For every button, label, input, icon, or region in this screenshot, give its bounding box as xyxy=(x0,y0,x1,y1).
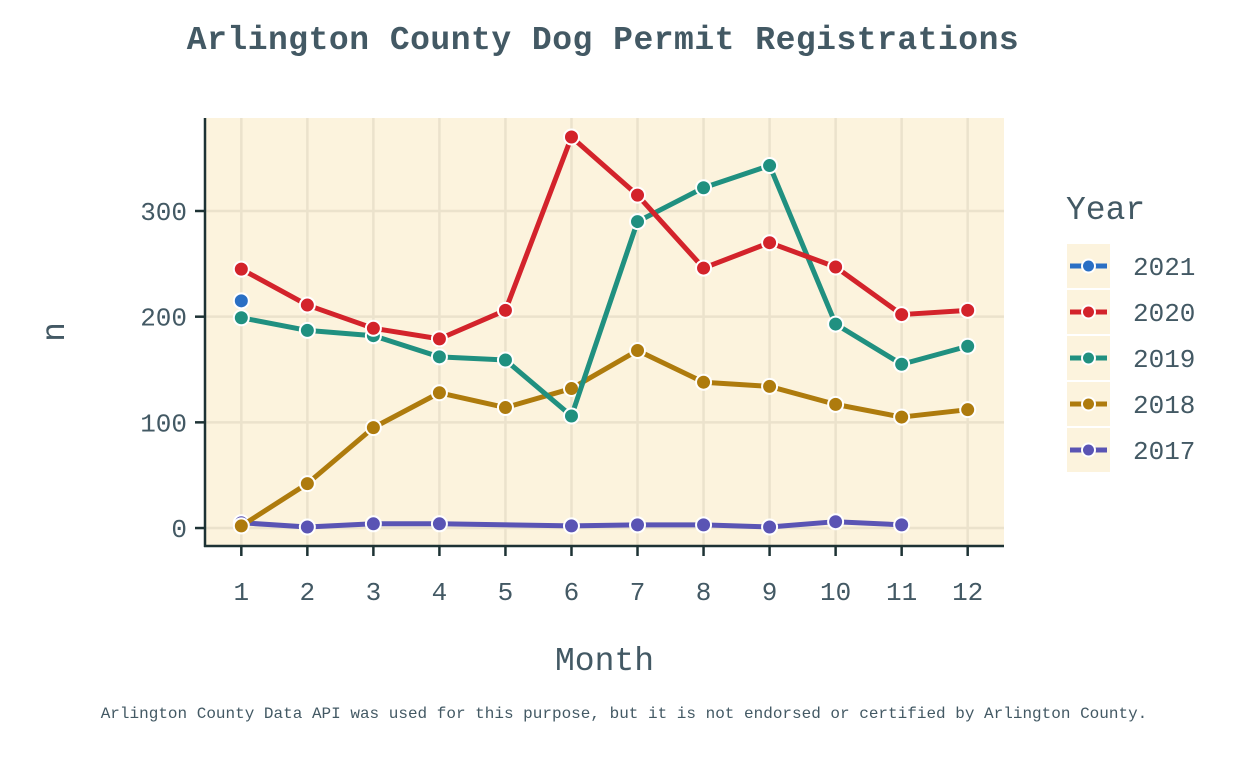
x-tick-label: 9 xyxy=(762,578,778,608)
x-tick-label: 6 xyxy=(564,578,580,608)
series-2019 xyxy=(232,157,977,425)
legend-label: 2018 xyxy=(1133,391,1195,421)
legend-key-point xyxy=(1081,442,1096,458)
legend-label: 2019 xyxy=(1133,345,1195,375)
data-point-2018 xyxy=(827,395,845,413)
data-point-2020 xyxy=(959,301,977,319)
data-point-2020 xyxy=(364,319,382,337)
data-point-2019 xyxy=(430,348,448,366)
legend-label: 2020 xyxy=(1133,299,1195,329)
x-tick-label: 8 xyxy=(696,578,712,608)
x-axis-label: Month xyxy=(555,643,654,680)
data-point-2020 xyxy=(562,128,580,146)
data-point-2018 xyxy=(959,401,977,419)
legend-key-point xyxy=(1081,258,1096,274)
legend-item-2017: 2017 xyxy=(1067,428,1195,472)
y-tick-label: 200 xyxy=(140,304,187,334)
data-point-2020 xyxy=(298,296,316,314)
series-line-2017 xyxy=(238,519,905,530)
data-point-2019 xyxy=(232,309,250,327)
data-point-2018 xyxy=(232,517,250,535)
data-point-2017 xyxy=(893,516,911,534)
series-line-2018 xyxy=(238,347,971,529)
legend-item-2019: 2019 xyxy=(1067,336,1195,380)
legend-item-2018: 2018 xyxy=(1067,382,1195,426)
data-point-2018 xyxy=(695,373,713,391)
legend-label: 2017 xyxy=(1133,437,1195,467)
data-point-2019 xyxy=(761,157,779,175)
data-point-2020 xyxy=(695,259,713,277)
y-tick-label: 300 xyxy=(140,198,187,228)
data-point-2018 xyxy=(496,399,514,417)
data-point-2020 xyxy=(761,234,779,252)
data-point-2021 xyxy=(232,292,250,310)
data-point-2020 xyxy=(629,186,647,204)
legend-item-2021: 2021 xyxy=(1067,244,1195,288)
x-tick-label: 1 xyxy=(234,578,250,608)
x-tick-label: 2 xyxy=(300,578,316,608)
legend: Year 2021 2020 2019 2018 2017 xyxy=(1066,192,1195,472)
series-2018 xyxy=(232,341,977,535)
x-tick-label: 11 xyxy=(886,578,917,608)
data-point-2019 xyxy=(496,351,514,369)
data-point-2020 xyxy=(893,306,911,324)
data-point-2020 xyxy=(232,260,250,278)
data-point-2019 xyxy=(629,213,647,231)
data-point-2018 xyxy=(629,341,647,359)
x-tick-label: 3 xyxy=(366,578,382,608)
y-tick-labels: 0 100 200 300 xyxy=(140,198,187,545)
data-point-2020 xyxy=(496,301,514,319)
data-point-2017 xyxy=(430,515,448,533)
data-point-2019 xyxy=(562,407,580,425)
axes xyxy=(195,118,1004,556)
data-point-2017 xyxy=(629,516,647,534)
legend-key-point xyxy=(1081,350,1096,366)
data-point-2017 xyxy=(827,513,845,531)
data-point-2018 xyxy=(298,475,316,493)
source-caption: Arlington County Data API was used for t… xyxy=(100,705,1148,723)
data-point-2019 xyxy=(695,179,713,197)
data-point-2019 xyxy=(959,337,977,355)
x-tick-label: 12 xyxy=(952,578,983,608)
data-point-2018 xyxy=(761,377,779,395)
chart-title: Arlington County Dog Permit Registration… xyxy=(186,22,1020,59)
data-point-2017 xyxy=(695,516,713,534)
series-2020 xyxy=(232,128,977,348)
data-point-2020 xyxy=(430,330,448,348)
data-point-2017 xyxy=(761,518,779,536)
data-point-2018 xyxy=(364,419,382,437)
series-line-2020 xyxy=(238,134,971,342)
x-tick-label: 10 xyxy=(820,578,851,608)
series-line-2019 xyxy=(238,163,971,419)
legend-key-point xyxy=(1081,304,1096,320)
x-tick-label: 4 xyxy=(432,578,448,608)
data-point-2020 xyxy=(827,258,845,276)
y-tick-label: 100 xyxy=(140,409,187,439)
legend-item-2020: 2020 xyxy=(1067,290,1195,334)
data-point-2018 xyxy=(430,384,448,402)
data-point-2019 xyxy=(298,321,316,339)
x-tick-labels: 1 2 3 4 5 6 7 8 9 10 11 12 xyxy=(234,578,984,608)
series-2021 xyxy=(232,292,250,310)
y-axis-label: n xyxy=(37,322,74,342)
series-2017 xyxy=(232,513,911,536)
data-point-2019 xyxy=(827,315,845,333)
x-tick-label: 7 xyxy=(630,578,646,608)
data-point-2017 xyxy=(364,515,382,533)
x-tick-label: 5 xyxy=(498,578,514,608)
data-point-2017 xyxy=(562,517,580,535)
legend-label: 2021 xyxy=(1133,253,1195,283)
data-point-2017 xyxy=(298,518,316,536)
series-group xyxy=(232,128,977,536)
data-point-2018 xyxy=(893,408,911,426)
legend-title: Year xyxy=(1066,192,1145,229)
legend-key-point xyxy=(1081,396,1096,412)
y-tick-label: 0 xyxy=(171,515,187,545)
data-point-2019 xyxy=(893,355,911,373)
